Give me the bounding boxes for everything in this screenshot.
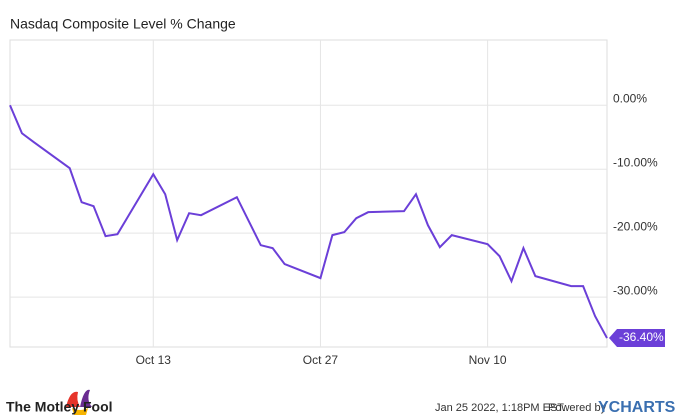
y-tick-label: 0.00% [613,91,647,105]
powered-by: Powered by [548,402,607,414]
x-tick-label: Oct 27 [303,353,339,367]
chart-title: Nasdaq Composite Level % Change [10,16,236,32]
timestamp: Jan 25 2022, 1:18PM EST. [435,402,566,414]
y-tick-label: -30.00% [613,283,658,297]
footer: The Motley Fool Jan 25 2022, 1:18PM EST.… [6,389,676,416]
logo-text: The Motley Fool [6,399,113,415]
line [9,104,608,339]
plot-frame [9,39,608,348]
y-tick-label: -20.00% [613,219,658,233]
end-label: -36.40% [619,330,664,344]
brand: YCHARTS [598,399,676,416]
logo-icon [66,389,92,415]
y-tick-label: -10.00% [613,155,658,169]
x-tick-label: Nov 10 [469,353,507,367]
x-tick-label: Oct 13 [136,353,172,367]
end-label-tag [609,329,665,348]
